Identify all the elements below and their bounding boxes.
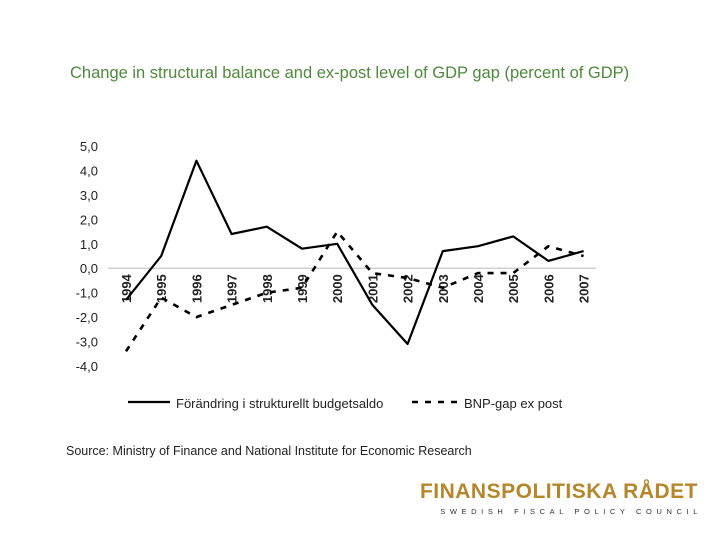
y-tick-label: 2,0 [80, 212, 98, 227]
x-tick-label: 2006 [541, 274, 556, 303]
y-tick-label: -1,0 [76, 286, 98, 301]
line-chart: 5,04,03,02,01,00,0-1,0-2,0-3,0-4,0 1994 1… [76, 139, 596, 411]
logo-name: FINANSPOLITISKA RÅDET [419, 480, 698, 503]
y-tick-label: 4,0 [80, 163, 98, 178]
y-tick-label: -4,0 [76, 359, 98, 374]
x-tick-label: 2002 [401, 274, 416, 303]
x-tick-label: 1997 [225, 274, 240, 303]
source-note: Source: Ministry of Finance and National… [66, 444, 472, 458]
legend: Förändring i strukturellt budgetsaldo BNP… [128, 396, 563, 411]
x-tick-label: 2005 [506, 274, 521, 303]
y-axis: 5,0 4,0 3,0 2,0 1,0 0,0 -1,0 -2,0 -3,0 -4,0 [76, 139, 98, 374]
x-axis: 1994 1995 1996 1997 1998 1999 2000 2001 2002 2003… [119, 273, 592, 303]
x-tick-label: 2007 [577, 274, 592, 303]
logo-subtitle: SWEDISH FISCAL POLICY COUNCIL [440, 507, 702, 516]
y-tick-label: 1,0 [80, 237, 98, 252]
y-tick-label: -2,0 [76, 310, 98, 325]
x-tick-label: 2001 [365, 274, 380, 303]
x-tick-label: 2000 [330, 274, 345, 303]
y-tick-label: 3,0 [80, 188, 98, 203]
x-tick-label: 2004 [471, 273, 486, 303]
x-tick-label: 1998 [260, 274, 275, 303]
y-tick-label: -3,0 [76, 335, 98, 350]
legend-label: Förändring i strukturellt budgetsaldo [176, 396, 383, 411]
council-logo: FINANSPOLITISKA RÅDET SWEDISH FISCAL POL… [420, 480, 698, 516]
x-tick-label: 1995 [154, 274, 169, 303]
y-tick-label: 0,0 [80, 261, 98, 276]
chart-title: Change in structural balance and ex-post… [70, 64, 630, 82]
legend-label: BNP-gap ex post [464, 396, 563, 411]
series-lines [124, 159, 584, 353]
y-tick-label: 5,0 [80, 139, 98, 154]
x-tick-label: 1996 [189, 274, 204, 303]
series-line-structural-balance [125, 159, 584, 346]
